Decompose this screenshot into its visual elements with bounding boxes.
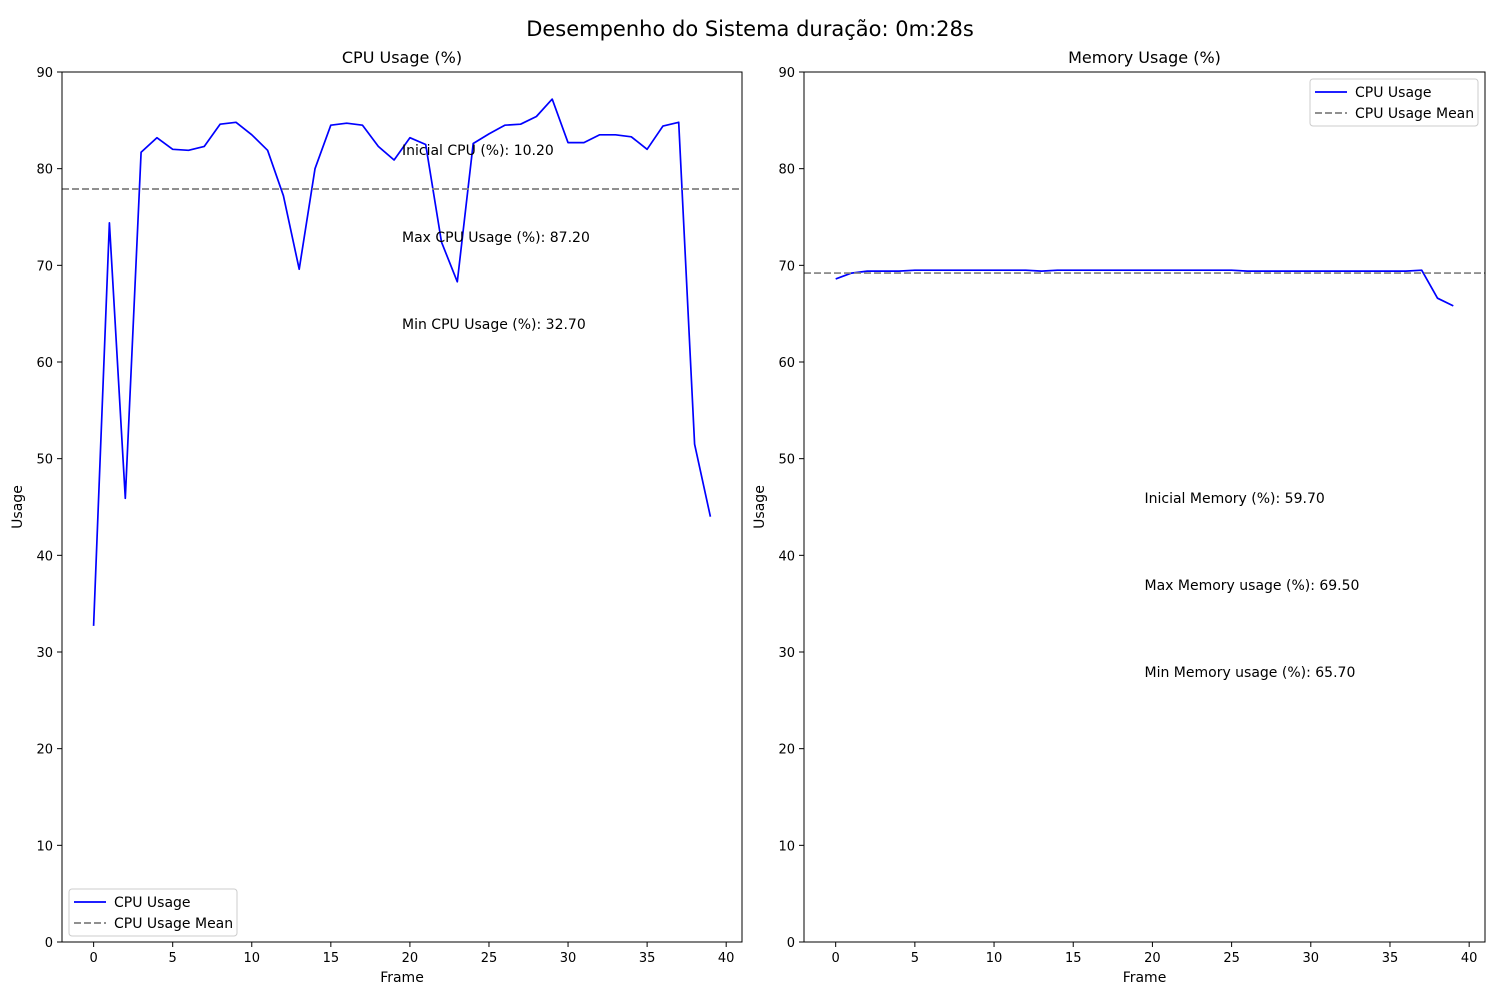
y-tick-label: 10 bbox=[36, 839, 53, 854]
x-tick-label: 35 bbox=[639, 951, 656, 966]
figure-suptitle: Desempenho do Sistema duração: 0m:28s bbox=[526, 17, 974, 41]
legend-frame bbox=[1309, 78, 1479, 127]
x-tick-label: 20 bbox=[1144, 951, 1161, 966]
axes-title: Memory Usage (%) bbox=[1068, 48, 1221, 67]
y-axis-label: Usage bbox=[10, 485, 26, 529]
legend: CPU Usage CPU Usage Mean bbox=[1309, 78, 1479, 127]
memory-usage-panel: Memory Usage (%) Frame Usage 0 5 10 15 20 25 30 35… bbox=[752, 48, 1486, 986]
y-tick-label: 60 bbox=[778, 356, 795, 371]
annotation-text: Inicial CPU (%): 10.20 bbox=[402, 143, 554, 159]
x-tick-label: 35 bbox=[1382, 951, 1399, 966]
x-tick-label: 30 bbox=[1303, 951, 1320, 966]
series-line bbox=[92, 98, 712, 626]
x-tick-label: 15 bbox=[1065, 951, 1082, 966]
x-tick-label: 25 bbox=[1223, 951, 1240, 966]
cpu-usage-panel: CPU Usage (%) Frame Usage 0 5 10 15 20 25 30 35 40 0… bbox=[10, 48, 743, 986]
legend: CPU Usage CPU Usage Mean bbox=[68, 888, 238, 937]
y-axis-label: Usage bbox=[752, 485, 768, 529]
y-tick-label: 70 bbox=[778, 259, 795, 274]
annotation-text: Min CPU Usage (%): 32.70 bbox=[402, 317, 586, 333]
y-tick-label: 90 bbox=[36, 66, 53, 81]
legend-entry: CPU Usage bbox=[114, 895, 191, 911]
x-tick-label: 0 bbox=[832, 951, 840, 966]
legend-entry: CPU Usage Mean bbox=[1355, 106, 1474, 122]
y-tick-label: 90 bbox=[778, 66, 795, 81]
y-tick-label: 0 bbox=[45, 936, 53, 951]
x-axis-label: Frame bbox=[1123, 970, 1167, 986]
y-tick-label: 40 bbox=[778, 549, 795, 564]
x-tick-label: 0 bbox=[89, 951, 97, 966]
legend-frame bbox=[68, 888, 238, 937]
x-tick-label: 5 bbox=[169, 951, 177, 966]
y-tick-label: 30 bbox=[36, 646, 53, 661]
y-tick-label: 70 bbox=[36, 259, 53, 274]
x-tick-label: 25 bbox=[481, 951, 498, 966]
x-tick-label: 15 bbox=[323, 951, 340, 966]
x-tick-label: 40 bbox=[1461, 951, 1478, 966]
axes-frame bbox=[803, 71, 1486, 943]
annotation-text: Min Memory usage (%): 65.70 bbox=[1145, 665, 1356, 681]
y-tick-label: 60 bbox=[36, 356, 53, 371]
y-tick-label: 20 bbox=[778, 743, 795, 758]
x-tick-label: 10 bbox=[243, 951, 260, 966]
y-tick-label: 80 bbox=[36, 163, 53, 178]
y-tick-label: 20 bbox=[36, 743, 53, 758]
series-line bbox=[835, 269, 1454, 307]
y-tick-label: 0 bbox=[787, 936, 795, 951]
y-tick-label: 50 bbox=[778, 453, 795, 468]
x-tick-label: 30 bbox=[560, 951, 577, 966]
annotation-text: Max CPU Usage (%): 87.20 bbox=[402, 230, 590, 246]
x-tick-label: 20 bbox=[402, 951, 419, 966]
y-tick-label: 30 bbox=[778, 646, 795, 661]
x-tick-label: 40 bbox=[718, 951, 735, 966]
axes-title: CPU Usage (%) bbox=[342, 48, 462, 67]
x-tick-label: 10 bbox=[986, 951, 1003, 966]
y-tick-label: 10 bbox=[778, 839, 795, 854]
x-axis-label: Frame bbox=[380, 970, 424, 986]
legend-entry: CPU Usage bbox=[1355, 85, 1432, 101]
axes-frame bbox=[61, 71, 743, 943]
annotation-text: Inicial Memory (%): 59.70 bbox=[1145, 491, 1325, 507]
y-tick-label: 80 bbox=[778, 163, 795, 178]
x-tick-label: 5 bbox=[911, 951, 919, 966]
y-tick-label: 50 bbox=[36, 453, 53, 468]
legend-entry: CPU Usage Mean bbox=[114, 916, 233, 932]
y-tick-label: 40 bbox=[36, 549, 53, 564]
annotation-text: Max Memory usage (%): 69.50 bbox=[1145, 578, 1360, 594]
